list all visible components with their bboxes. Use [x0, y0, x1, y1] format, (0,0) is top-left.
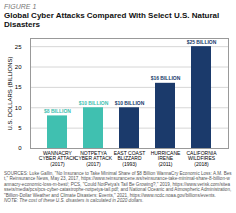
- svg-text:EAST COASTBLIZZARD(1993): EAST COASTBLIZZARD(1993): [114, 150, 146, 166]
- svg-text:$10 BILLION: $10 BILLION: [79, 100, 109, 106]
- svg-text:5: 5: [18, 125, 22, 131]
- svg-text:U.S. DOLLARS (BILLIONS): U.S. DOLLARS (BILLIONS): [7, 56, 13, 130]
- svg-text:CALIFORNIAWILDFIRES(2018): CALIFORNIAWILDFIRES(2018): [186, 150, 217, 166]
- svg-text:$16 BILLION: $16 BILLION: [151, 75, 181, 81]
- html-text:SOURCES: Luke Gallin, "No Insu: SOURCES: Luke Gallin, "No Insurance to T…: [4, 171, 232, 198]
- svg-text:0: 0: [18, 145, 22, 151]
- svg-text:10: 10: [15, 105, 22, 111]
- svg-text:HURRICANEIRENE(2011): HURRICANEIRENE(2011): [151, 150, 181, 166]
- svg-text:$8 BILLION: $8 BILLION: [44, 108, 71, 114]
- html-text:Global Cyber Attacks Compared: Global Cyber Attacks Compared With Selec…: [4, 11, 220, 29]
- svg-text:$10 BILLION: $10 BILLION: [115, 100, 145, 106]
- svg-text:$25 BILLION: $25 BILLION: [187, 39, 217, 45]
- html-text:FIGURE 1: FIGURE 1: [4, 3, 37, 10]
- svg-text:25: 25: [15, 44, 22, 50]
- svg-text:WANNACRYCYBER ATTACK(2017): WANNACRYCYBER ATTACK(2017): [39, 150, 77, 166]
- svg-text:15: 15: [15, 84, 22, 90]
- svg-text:20: 20: [15, 64, 22, 70]
- html-text:NOTE: The cost of these U.S. d: NOTE: The cost of these U.S. disasters i…: [4, 198, 144, 203]
- svg-text:NOTPETYACYBER ATTACK(2017): NOTPETYACYBER ATTACK(2017): [75, 150, 113, 166]
